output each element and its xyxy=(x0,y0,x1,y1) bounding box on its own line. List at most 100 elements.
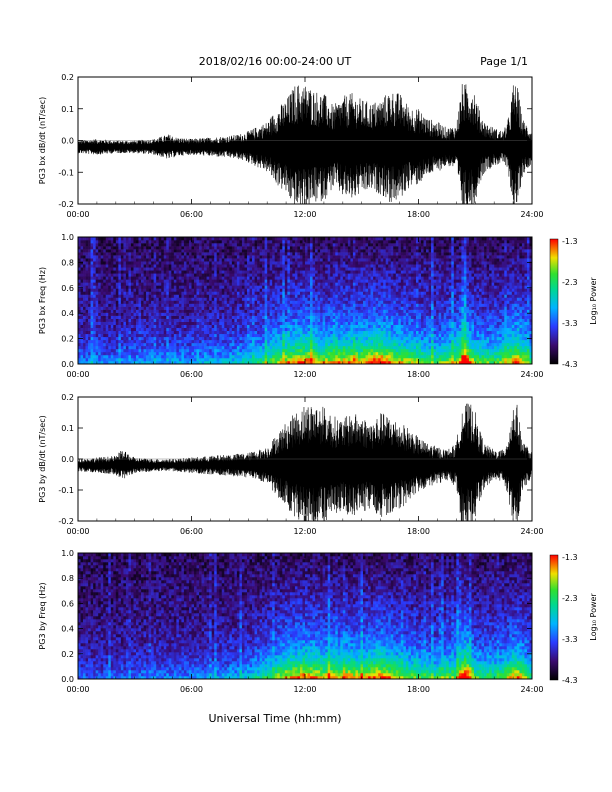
spectrogram-bx-cell xyxy=(249,240,253,244)
spectrogram-bx-cell xyxy=(287,267,291,271)
spectrogram-bx-cell xyxy=(136,237,139,241)
spectrogram-bx-cell xyxy=(181,342,185,347)
spectrogram-bx-cell xyxy=(216,300,220,304)
spectrogram-bx-cell xyxy=(108,339,112,344)
spectrogram-bx-cell xyxy=(125,336,129,341)
spectrogram-bx-cell xyxy=(287,312,291,316)
spectrogram-bx-cell xyxy=(204,267,207,271)
spectrogram-bx-cell xyxy=(176,351,180,356)
spectrogram-bx-cell xyxy=(219,285,223,289)
spectrogram-bx-cell xyxy=(110,333,114,338)
spectrogram-bx-cell xyxy=(90,255,94,259)
spectrogram-bx-cell xyxy=(138,237,142,241)
spectrogram-bx-cell xyxy=(370,309,374,313)
spectrogram-bx-cell xyxy=(332,342,336,347)
spectrogram-bx-cell xyxy=(302,318,306,322)
spectrogram-bx-cell xyxy=(277,276,281,280)
spectrogram-bx-cell xyxy=(148,246,152,250)
spectrogram-bx-cell xyxy=(204,279,207,283)
spectrogram-bx-cell xyxy=(83,291,86,295)
spectrogram-bx-cell xyxy=(363,252,366,256)
spectrogram-bx-cell xyxy=(103,333,107,338)
spectrogram-bx-cell xyxy=(234,345,238,350)
spectrogram-bx-cell xyxy=(246,270,250,274)
spectrogram-bx-cell xyxy=(201,321,205,325)
spectrogram-bx-cell xyxy=(310,261,313,265)
spectrogram-bx-cell xyxy=(267,309,270,313)
spectrogram-bx-cell xyxy=(239,315,243,319)
spectrogram-bx-cell xyxy=(214,237,218,241)
spectrogram-bx-cell xyxy=(347,255,351,259)
spectrogram-bx-cell xyxy=(95,339,99,344)
spectrogram-bx-cell xyxy=(320,237,323,241)
spectrogram-bx-cell xyxy=(143,360,147,364)
spectrogram-bx-cell xyxy=(199,276,202,280)
spectrogram-bx-cell xyxy=(246,321,250,325)
spectrogram-bx-cell xyxy=(219,297,223,301)
spectrogram-bx-cell xyxy=(257,315,260,319)
spectrogram-bx-cell xyxy=(332,294,336,298)
spectrogram-bx-cell xyxy=(320,345,323,350)
spectrogram-bx-cell xyxy=(206,354,210,359)
spectrogram-bx-cell xyxy=(302,243,306,247)
spectrogram-bx-cell xyxy=(93,312,96,316)
spectrogram-bx-cell xyxy=(188,279,192,283)
spectrogram-bx-cell xyxy=(355,309,359,313)
spectrogram-bx-cell xyxy=(115,321,119,325)
spectrogram-bx-cell xyxy=(299,282,303,286)
spectrogram-bx-cell xyxy=(178,333,182,338)
spectrogram-bx-cell xyxy=(80,237,84,241)
spectrogram-bx-cell xyxy=(146,291,149,295)
spectrogram-bx-cell xyxy=(320,255,323,259)
spectrogram-bx-cell xyxy=(214,276,218,280)
spectrogram-bx-cell xyxy=(241,291,245,295)
spectrogram-bx-cell xyxy=(194,276,197,280)
spectrogram-bx-cell xyxy=(158,354,162,359)
spectrogram-bx-cell xyxy=(196,267,200,271)
spectrogram-bx-cell xyxy=(178,270,182,274)
spectrogram-bx-cell xyxy=(201,345,205,350)
spectrogram-bx-cell xyxy=(168,282,172,286)
spectrogram-bx-cell xyxy=(294,288,298,292)
spectrogram-bx-cell xyxy=(229,267,233,271)
spectrogram-bx-cell xyxy=(168,276,172,280)
spectrogram-bx-cell xyxy=(201,303,205,307)
spectrogram-bx-cell xyxy=(78,348,81,353)
spectrogram-bx-cell xyxy=(322,240,326,244)
spectrogram-bx-cell xyxy=(166,324,170,329)
spectrogram-bx-cell xyxy=(320,261,323,265)
spectrogram-bx-cell xyxy=(274,300,278,304)
spectrogram-bx-cell xyxy=(279,306,283,310)
spectrogram-bx-cell xyxy=(123,333,127,338)
spectrogram-bx-cell xyxy=(166,291,170,295)
spectrogram-bx-cell xyxy=(83,255,86,259)
spectrogram-bx-cell xyxy=(186,285,190,289)
spectrogram-bx-cell xyxy=(327,330,331,335)
spectrogram-bx-cell xyxy=(80,357,84,362)
spectrogram-bx-cell xyxy=(231,285,235,289)
spectrogram-bx-cell xyxy=(317,360,321,364)
spectrogram-bx-cell xyxy=(292,315,296,319)
spectrogram-bx-cell xyxy=(153,354,157,359)
spectrogram-bx-cell xyxy=(289,279,293,283)
spectrogram-bx-cell xyxy=(246,279,250,283)
spectrogram-bx-cell xyxy=(100,264,104,268)
spectrogram-bx-cell xyxy=(186,309,190,313)
spectrogram-bx-cell xyxy=(90,261,94,265)
spectrogram-bx-cell xyxy=(120,267,124,271)
spectrogram-bx-cell xyxy=(221,324,225,329)
spectrogram-bx-cell xyxy=(151,357,154,362)
spectrogram-bx-cell xyxy=(226,312,230,316)
spectrogram-bx-cell xyxy=(163,306,167,310)
spectrogram-bx-cell xyxy=(173,258,177,262)
spectrogram-bx-cell xyxy=(128,240,132,244)
spectrogram-bx-cell xyxy=(360,339,364,344)
spectrogram-bx-cell xyxy=(216,354,220,359)
spectrogram-bx-cell xyxy=(317,351,321,356)
spectrogram-bx-cell xyxy=(115,264,119,268)
spectrogram-bx-cell xyxy=(272,294,276,298)
spectrogram-bx-cell xyxy=(115,288,119,292)
spectrogram-bx-cell xyxy=(305,357,308,362)
spectrogram-bx-cell xyxy=(151,312,154,316)
spectrogram-bx-cell xyxy=(125,339,129,344)
